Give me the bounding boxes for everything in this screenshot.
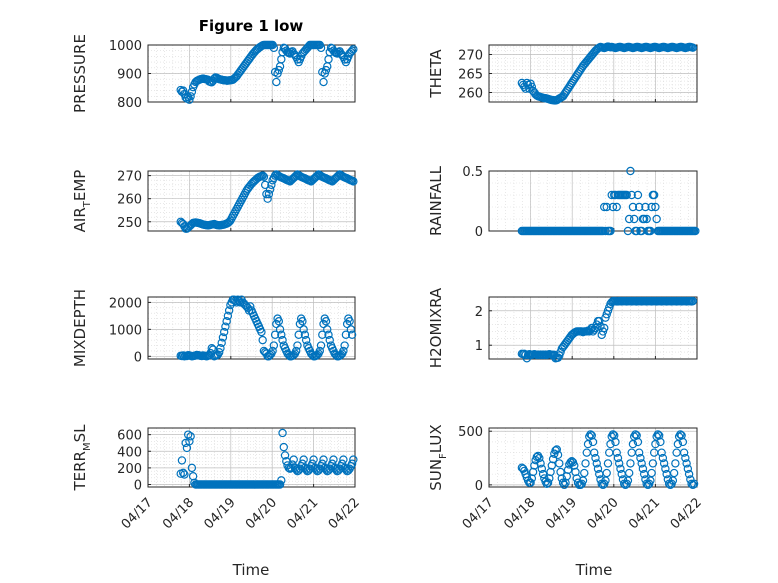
data-point (325, 56, 332, 63)
y-tick-label: 0 (134, 350, 142, 365)
data-point (320, 456, 327, 463)
y-tick-label: 1000 (109, 39, 142, 54)
y-axis-label: PRESSURE (71, 34, 89, 113)
data-point (290, 456, 297, 463)
axes-box (489, 171, 697, 231)
subplot-6: 1 2 H2OMIXRA (427, 287, 697, 368)
x-tick-label: 04/21 (626, 495, 663, 532)
subplot-2: 260 265 270 THETA (427, 43, 697, 104)
y-tick-label: 270 (458, 49, 483, 64)
data-point (350, 456, 357, 463)
subplot-4: 0 0.5 RAINFALL (427, 165, 699, 240)
x-axis-label-left: Time (232, 561, 270, 579)
data-point (581, 469, 588, 476)
data-point (320, 78, 327, 85)
y-tick-label: 2 (475, 305, 483, 320)
subplot-grid: 8009001000PRESSURE 260265270THETA25026027… (71, 34, 705, 532)
x-tick-label: 04/21 (284, 495, 321, 532)
y-tick-label: 500 (458, 425, 483, 440)
data-point (628, 449, 635, 456)
data-point (626, 469, 633, 476)
y-tick-label: 200 (117, 462, 142, 477)
data-point (603, 469, 610, 476)
data-point (673, 449, 680, 456)
y-axis-label: MIXDEPTH (71, 289, 89, 367)
y-axis-label: RAINFALL (427, 165, 445, 236)
y-tick-label: 800 (117, 96, 142, 111)
data-point (330, 456, 337, 463)
y-tick-label: 900 (117, 68, 142, 83)
y-axis-label: H2OMIXRA (427, 287, 445, 368)
y-tick-label: 250 (117, 216, 142, 231)
data-point (300, 456, 307, 463)
y-tick-label: 400 (117, 445, 142, 460)
data-point (267, 186, 274, 193)
y-tick-label: 1000 (109, 323, 142, 338)
x-tick-label: 04/18 (501, 495, 538, 532)
x-tick-label: 04/20 (585, 495, 622, 532)
data-point (273, 78, 280, 85)
y-tick-label: 260 (458, 87, 483, 102)
x-tick-label: 04/19 (543, 495, 580, 532)
data-point (583, 449, 590, 456)
y-tick-label: 0.5 (462, 165, 483, 180)
x-tick-label: 04/19 (202, 495, 239, 532)
y-axis-label: THETA (427, 49, 445, 99)
y-tick-label: 2000 (109, 296, 142, 311)
subplot-5: 0 1000 2000 MIXDEPTH (71, 289, 356, 367)
data-point (648, 469, 655, 476)
x-axis-label-right: Time (575, 561, 613, 579)
subplot-8: 0 500 04/17 04/18 04/19 04/20 04/21 04/22 SUNFLU… (427, 424, 705, 532)
x-tick-label: 04/17 (119, 495, 156, 532)
x-tick-label: 04/18 (160, 495, 197, 532)
y-tick-label: 1 (475, 339, 483, 354)
data-point (604, 460, 611, 467)
y-tick-label: 265 (458, 68, 483, 83)
x-tick-label: 04/20 (243, 495, 280, 532)
figure-title: Figure 1 low (199, 17, 304, 35)
figure-canvas: Figure 1 low 8009001000PRESSURE 260265270… (0, 0, 778, 583)
y-axis-label: SUNFLUX (427, 424, 449, 490)
y-tick-label: 0 (134, 479, 142, 494)
data-point (190, 473, 197, 480)
subplot-7: 0 200 400600 04/17 04/18 04/19 04/20 04/21 04/22… (71, 424, 363, 532)
x-tick-label: 04/17 (460, 495, 497, 532)
y-tick-label: 0 (475, 479, 483, 494)
y-tick-label: 270 (117, 170, 142, 185)
subplot-1: 800 900 1000 PRESSURE (71, 34, 357, 113)
data-point (671, 469, 678, 476)
subplot-3: 250 260 270 AIRTEMP (71, 170, 357, 233)
y-tick-label: 0 (475, 225, 483, 240)
data-point (187, 433, 194, 440)
data-point (279, 429, 286, 436)
data-point (278, 56, 285, 63)
y-axis-label: TERRMSL (71, 424, 93, 492)
x-tick-label: 04/22 (668, 495, 705, 532)
x-tick-label: 04/22 (326, 495, 363, 532)
y-axis-label: AIRTEMP (71, 170, 93, 233)
data-point (340, 456, 347, 463)
y-tick-label: 600 (117, 429, 142, 444)
y-tick-label: 260 (117, 193, 142, 208)
